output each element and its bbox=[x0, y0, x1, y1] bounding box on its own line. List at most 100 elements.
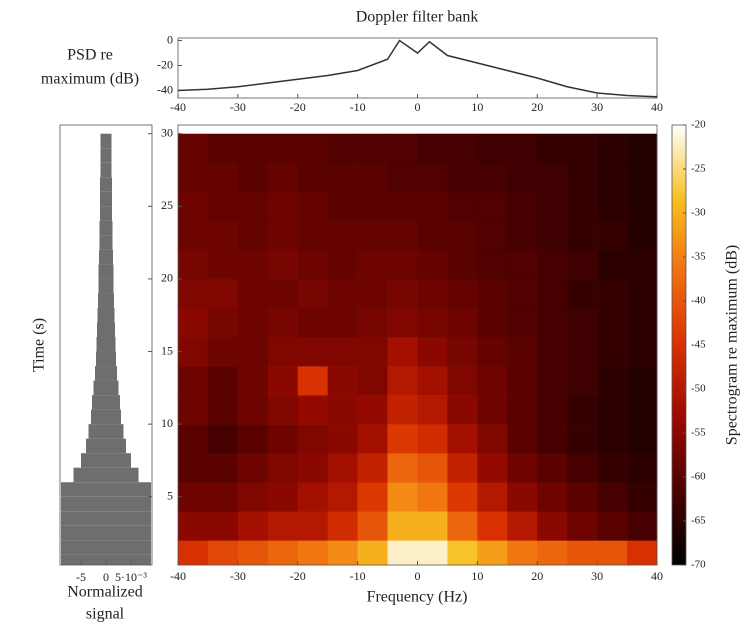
heatmap-cell bbox=[537, 162, 568, 193]
x-axis-label: signal bbox=[86, 606, 125, 623]
heatmap-cell bbox=[387, 482, 418, 512]
heatmap-cell bbox=[417, 511, 448, 541]
heatmap-cell bbox=[237, 511, 269, 541]
x-tick-label: -5 bbox=[76, 570, 86, 584]
heatmap-cell bbox=[387, 366, 418, 396]
heatmap-cell bbox=[327, 424, 358, 454]
colorbar-tick-label: -30 bbox=[691, 207, 706, 219]
heatmap-cell bbox=[387, 337, 418, 367]
heatmap-cell bbox=[237, 453, 269, 483]
heatmap-cell bbox=[627, 540, 658, 566]
heatmap-cell bbox=[627, 220, 658, 251]
heatmap-cell bbox=[417, 453, 448, 483]
heatmap-cell bbox=[237, 395, 269, 425]
heatmap-cell bbox=[357, 395, 388, 425]
heatmap-cell bbox=[297, 366, 328, 396]
heatmap-cell bbox=[417, 278, 448, 309]
heatmap-cell bbox=[627, 482, 658, 512]
heatmap-cell bbox=[178, 220, 209, 251]
signal-bar bbox=[61, 511, 151, 526]
signal-bar bbox=[100, 177, 112, 192]
heatmap-cell bbox=[567, 249, 598, 280]
heatmap-cell bbox=[447, 133, 478, 164]
heatmap-cell bbox=[237, 133, 269, 164]
signal-bar bbox=[98, 278, 114, 294]
heatmap-cell bbox=[357, 366, 388, 396]
heatmap-cell bbox=[597, 133, 628, 164]
signal-bar bbox=[97, 322, 115, 338]
heatmap-cell bbox=[387, 395, 418, 425]
heatmap-cell bbox=[387, 307, 418, 338]
heatmap-cell bbox=[567, 278, 598, 309]
heatmap-cell bbox=[537, 395, 568, 425]
heatmap-cell bbox=[267, 366, 299, 396]
heatmap-cell bbox=[297, 395, 328, 425]
heatmap-cell bbox=[507, 278, 538, 309]
heatmap-cell bbox=[327, 337, 358, 367]
heatmap-cell bbox=[417, 424, 448, 454]
heatmap-cell bbox=[357, 278, 388, 309]
heatmap-cell bbox=[178, 511, 209, 541]
heatmap-cell bbox=[627, 511, 658, 541]
heatmap-cell bbox=[327, 191, 358, 222]
signal-bar bbox=[100, 206, 112, 221]
heatmap-cell bbox=[507, 540, 538, 566]
heatmap-cell bbox=[207, 482, 239, 512]
x-tick-label: 40 bbox=[651, 569, 663, 583]
heatmap-cell bbox=[477, 482, 508, 512]
heatmap-cell bbox=[417, 191, 448, 222]
signal-bar bbox=[61, 554, 151, 565]
heatmap-cell bbox=[627, 395, 658, 425]
heatmap-cell bbox=[178, 191, 209, 222]
heatmap-cell bbox=[567, 220, 598, 251]
heatmap-cell bbox=[237, 249, 269, 280]
heatmap-cell bbox=[417, 366, 448, 396]
heatmap-cell bbox=[567, 133, 598, 164]
heatmap-cell bbox=[597, 424, 628, 454]
heatmap-cell bbox=[507, 133, 538, 164]
colorbar-tick-label: -20 bbox=[691, 119, 706, 131]
psd-line bbox=[177, 39, 658, 98]
colorbar-tick-label: -50 bbox=[691, 383, 706, 395]
heatmap-cell bbox=[207, 278, 239, 309]
heatmap-cell bbox=[357, 249, 388, 280]
heatmap-cell bbox=[477, 191, 508, 222]
heatmap-cell bbox=[417, 395, 448, 425]
heatmap-cell bbox=[567, 395, 598, 425]
heatmap-cell bbox=[357, 337, 388, 367]
signal-bar bbox=[100, 162, 112, 178]
x-tick-label: -30 bbox=[230, 100, 246, 114]
heatmap-cell bbox=[297, 220, 328, 251]
heatmap-cell bbox=[357, 511, 388, 541]
x-tick-label: -10 bbox=[350, 569, 366, 583]
x-axis-label: Frequency (Hz) bbox=[367, 589, 468, 606]
heatmap-cell bbox=[567, 307, 598, 338]
heatmap-cell bbox=[357, 162, 388, 193]
heatmap-cell bbox=[477, 278, 508, 309]
x-tick-label: 0 bbox=[415, 569, 421, 583]
heatmap-cell bbox=[387, 133, 418, 164]
heatmap-cell bbox=[267, 337, 299, 367]
heatmap-cell bbox=[178, 307, 209, 338]
heatmap-cell bbox=[417, 249, 448, 280]
heatmap-cell bbox=[537, 366, 568, 396]
heatmap-cell bbox=[267, 511, 299, 541]
heatmap-cell bbox=[447, 278, 478, 309]
heatmap-cell bbox=[567, 191, 598, 222]
heatmap-cell bbox=[357, 133, 388, 164]
heatmap-cell bbox=[627, 337, 658, 367]
heatmap-cell bbox=[447, 540, 478, 566]
heatmap-cell bbox=[537, 482, 568, 512]
y-tick-label: 15 bbox=[161, 343, 173, 357]
heatmap-cell bbox=[447, 337, 478, 367]
heatmap-cell bbox=[237, 307, 269, 338]
x-tick-label: -30 bbox=[230, 569, 246, 583]
heatmap-cell bbox=[207, 162, 239, 193]
heatmap-cell bbox=[507, 511, 538, 541]
heatmap-cell bbox=[387, 540, 418, 566]
heatmap-cell bbox=[537, 424, 568, 454]
heatmap-cell bbox=[207, 337, 239, 367]
heatmap-cell bbox=[267, 249, 299, 280]
heatmap-cell bbox=[237, 220, 269, 251]
heatmap-cell bbox=[178, 395, 209, 425]
